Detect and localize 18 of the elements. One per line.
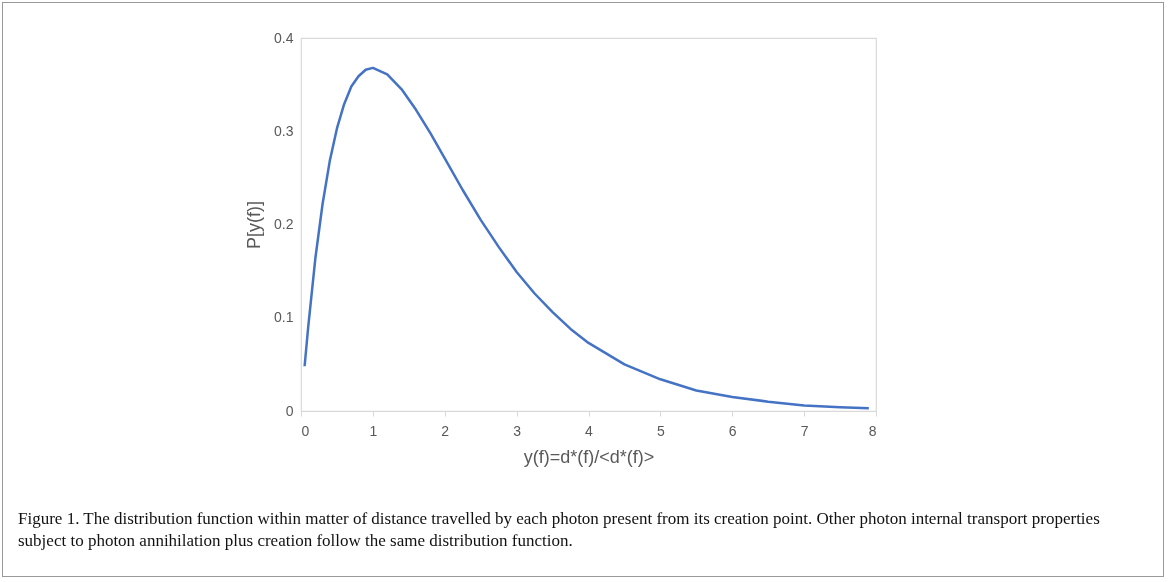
x-axis-title: y(f)=d*(f)/<d*(f)> [523,446,655,467]
caption: Figure 1. The distribution function within matter of distance travelled by each photon present from its creation point. Other photon internal transport properties subject to photon annihilation plus creation follow the same distribution function. [18,508,1101,552]
y-tick-label: 0.3 [274,122,294,139]
line-series [303,66,871,410]
y-tick-label: 0.4 [274,29,294,46]
x-tick-label: 2 [441,422,450,439]
x-tick-label: 3 [513,422,522,439]
y-tick-label: 0.2 [274,216,294,232]
x-tick-label: 4 [585,422,594,439]
x-tick-label: 0 [301,422,310,439]
x-tick-label: 1 [369,422,378,439]
x-tick-label: 6 [728,422,737,439]
x-tick-label: 5 [656,422,665,439]
x-tick-label: 8 [868,422,877,439]
x-tick-label: 7 [800,422,809,439]
y-axis-title: P[y(f)] [244,201,265,249]
y-tick-label: 0 [285,402,294,419]
y-tick-label: 0.1 [274,309,294,326]
